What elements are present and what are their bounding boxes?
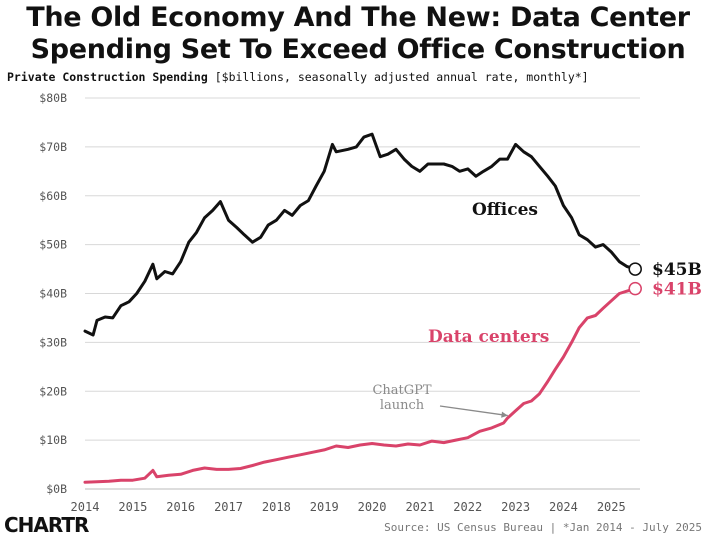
series-line-offices: [83, 132, 637, 337]
series-label-data-centers: Data centers: [428, 327, 549, 347]
subtitle-bold: Private Construction Spending: [7, 70, 208, 84]
title-line-2: Spending Set To Exceed Office Constructi…: [30, 34, 686, 65]
x-tick-label: 2015: [118, 500, 147, 514]
y-tick-label: $60B: [39, 189, 67, 203]
end-point-marker: [628, 281, 642, 296]
annotation-text-line-1: ChatGPT: [372, 383, 431, 398]
x-tick-label: 2017: [214, 500, 243, 514]
end-value-label: $41B: [652, 280, 702, 300]
annotation-text-line-2: launch: [380, 398, 425, 413]
x-tick-label: 2018: [262, 500, 291, 514]
x-tick-label: 2021: [405, 500, 434, 514]
subtitle-rest: [$billions, seasonally adjusted annual r…: [214, 70, 589, 84]
y-tick-label: $30B: [39, 335, 67, 349]
chart-subtitle: Private Construction Spending [$billions…: [7, 70, 589, 84]
annotation-arrowhead: [501, 411, 508, 418]
x-tick-label: 2020: [358, 500, 387, 514]
y-tick-label: $80B: [39, 91, 67, 105]
x-tick-label: 2016: [166, 500, 195, 514]
x-tick-label: 2023: [501, 500, 530, 514]
grid-layer: [85, 97, 640, 490]
y-tick-label: $40B: [39, 287, 67, 301]
x-tick-label: 2014: [71, 500, 100, 514]
end-value-label: $45B: [652, 260, 702, 280]
y-tick-label: $0B: [46, 482, 67, 496]
x-tick-label: 2024: [549, 500, 578, 514]
series-label-offices: Offices: [472, 200, 538, 220]
end-point-marker: [628, 262, 642, 276]
title-line-1: The Old Economy And The New: Data Center: [26, 2, 690, 33]
chart-title: The Old Economy And The New: Data Center…: [0, 2, 716, 66]
annotation-arrow-line: [439, 405, 508, 417]
y-tick-label: $10B: [39, 433, 67, 447]
series-line-data-centers: [83, 287, 637, 484]
x-tick-label: 2019: [310, 500, 339, 514]
axis-layer: $0B $10B $20B $30B $40B $50B $60B $70B $80B 2014 2…: [39, 91, 625, 514]
series-layer: [83, 132, 642, 484]
x-tick-label: 2025: [597, 500, 626, 514]
y-tick-label: $70B: [39, 140, 67, 154]
source-note: Source: US Census Bureau | *Jan 2014 - J…: [384, 521, 702, 534]
y-tick-label: $20B: [39, 384, 67, 398]
chartr-logo: CHARTR: [4, 513, 89, 537]
y-tick-label: $50B: [39, 238, 67, 252]
x-tick-label: 2022: [453, 500, 482, 514]
